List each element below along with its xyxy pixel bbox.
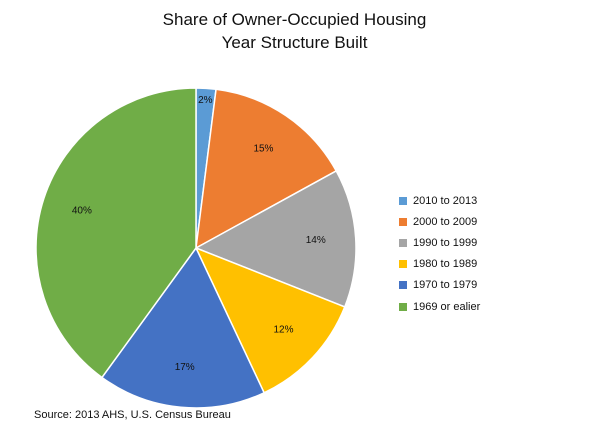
pie-slice-1969-or-ealier — [35, 87, 197, 379]
slice-label-1969-or-ealier: 40% — [72, 205, 92, 216]
pie-slice-labels: 2% 15% 14% 12% 17% 40% — [72, 95, 326, 373]
legend-label: 2000 to 2009 — [413, 215, 478, 228]
chart-title-line-2: Year Structure Built — [221, 33, 368, 52]
legend-label: 1980 to 1989 — [413, 258, 478, 271]
slice-label-1970-1979: 17% — [175, 362, 195, 373]
chart-legend: 2010 to 2013 2000 to 2009 1990 to 1999 1… — [399, 190, 480, 317]
chart-title: Share of Owner-Occupied Housing Year Str… — [0, 8, 589, 54]
chart-title-line-1: Share of Owner-Occupied Housing — [162, 10, 427, 29]
legend-label: 1970 to 1979 — [413, 279, 478, 292]
legend-item-1980-1989: 1980 to 1989 — [399, 254, 480, 275]
legend-item-2000-2009: 2000 to 2009 — [399, 211, 480, 232]
pie-slice-2000-2009 — [195, 88, 338, 250]
legend-item-1970-1979: 1970 to 1979 — [399, 275, 480, 296]
legend-swatch — [399, 196, 407, 205]
legend-swatch — [399, 238, 407, 247]
legend-item-1990-1999: 1990 to 1999 — [399, 232, 480, 253]
legend-label: 2010 to 2013 — [413, 194, 478, 207]
legend-label: 1969 or ealier — [413, 300, 481, 313]
legend-swatch — [399, 281, 407, 290]
pie-slice-1990-1999 — [194, 169, 357, 308]
slice-label-2010-2013: 2% — [198, 95, 213, 106]
source-note: Source: 2013 AHS, U.S. Census Bureau — [34, 409, 231, 421]
legend-item-1969-or-ealier: 1969 or ealier — [399, 296, 480, 317]
slice-label-1990-1999: 14% — [306, 235, 326, 246]
pie-slice-1970-1979 — [100, 246, 266, 409]
legend-item-2010-2013: 2010 to 2013 — [399, 190, 480, 211]
pie-slices — [35, 87, 357, 409]
slice-label-2000-2009: 15% — [253, 143, 273, 154]
legend-swatch — [399, 217, 407, 226]
legend-label: 1990 to 1999 — [413, 236, 478, 249]
pie-slice-1980-1989 — [194, 246, 346, 394]
legend-swatch — [399, 260, 407, 269]
slice-label-1980-1989: 12% — [273, 325, 293, 336]
legend-swatch — [399, 302, 407, 311]
